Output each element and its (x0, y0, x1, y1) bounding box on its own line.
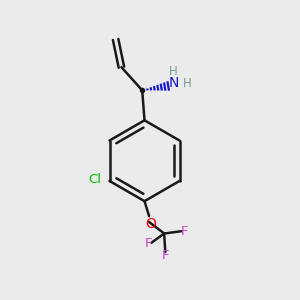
Text: H: H (169, 65, 178, 78)
Text: N: N (168, 76, 178, 90)
Text: Cl: Cl (88, 173, 101, 186)
Text: O: O (145, 217, 156, 231)
Text: F: F (145, 237, 152, 250)
Text: F: F (162, 249, 169, 262)
Text: F: F (181, 225, 188, 238)
Text: H: H (182, 77, 191, 90)
